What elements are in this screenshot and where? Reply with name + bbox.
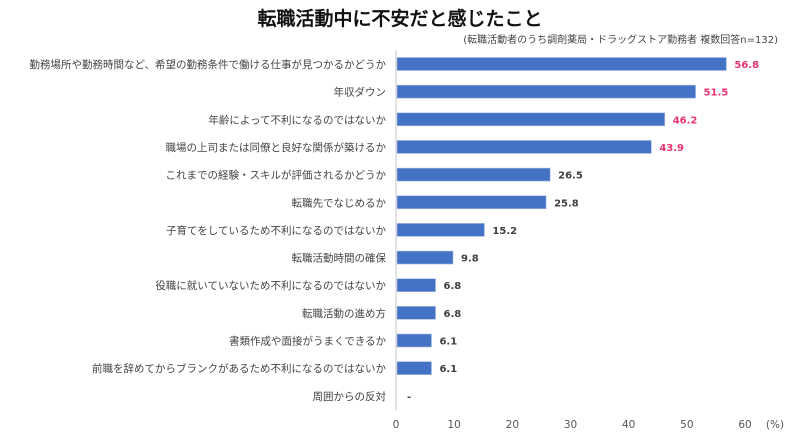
chart-title: 転職活動中に不安だと感じたこと bbox=[257, 8, 543, 30]
bar bbox=[396, 361, 432, 375]
data-label: 6.8 bbox=[444, 309, 462, 320]
data-label: 6.8 bbox=[444, 281, 462, 292]
category-label: 前職を辞めてからブランクがあるため不利になるのではないか bbox=[92, 362, 386, 375]
bar bbox=[396, 57, 727, 71]
category-label: 周囲からの反対 bbox=[313, 390, 387, 403]
bar bbox=[396, 167, 551, 182]
x-tick-label: 0 bbox=[393, 419, 400, 431]
x-axis-unit: (%) bbox=[766, 419, 784, 431]
data-label: 9.8 bbox=[461, 254, 479, 265]
category-label: 勤務場所や勤務時間など、希望の勤務条件で働ける仕事が見つかるかどうか bbox=[30, 58, 387, 71]
category-label: 転職先でなじめるか bbox=[292, 197, 387, 209]
data-label: 15.2 bbox=[492, 226, 517, 237]
category-label: 年齢によって不利になるのではないか bbox=[208, 113, 386, 126]
x-tick-label: 20 bbox=[506, 419, 519, 431]
bar bbox=[396, 333, 432, 348]
data-label: - bbox=[407, 392, 411, 403]
bar bbox=[396, 250, 454, 265]
category-label: 役職に就いていないため不利になるのではないか bbox=[155, 279, 386, 292]
bar bbox=[396, 306, 436, 320]
category-label: これまでの経験・スキルが評価されるかどうか bbox=[166, 169, 387, 182]
bar bbox=[396, 278, 436, 293]
bar bbox=[396, 223, 485, 237]
chart-subtitle: (転職活動者のうち調剤薬局・ドラッグストア勤務者 複数回答n=132) bbox=[463, 35, 778, 46]
category-label: 職場の上司または同僚と良好な関係が築けるか bbox=[166, 141, 387, 154]
data-label: 6.1 bbox=[439, 337, 457, 348]
category-label: 転職活動時間の確保 bbox=[292, 252, 387, 265]
x-tick-label: 60 bbox=[738, 419, 751, 431]
data-label: 43.9 bbox=[659, 143, 684, 154]
data-label: 26.5 bbox=[558, 171, 583, 182]
category-label: 転職活動の進め方 bbox=[302, 307, 386, 320]
bar bbox=[396, 140, 652, 154]
data-label: 51.5 bbox=[704, 88, 729, 99]
bar bbox=[396, 84, 696, 99]
x-tick-label: 10 bbox=[447, 419, 460, 431]
bar bbox=[396, 112, 666, 127]
data-label: 25.8 bbox=[554, 198, 579, 209]
data-label: 56.8 bbox=[734, 60, 759, 71]
x-tick-label: 30 bbox=[564, 419, 577, 431]
x-tick-label: 50 bbox=[680, 419, 693, 431]
category-label: 子育てをしているため不利になるのではないか bbox=[166, 224, 386, 237]
x-tick-label: 40 bbox=[622, 419, 635, 431]
category-label: 書類作成や面接がうまくできるか bbox=[229, 335, 386, 348]
data-label: 6.1 bbox=[439, 364, 457, 375]
category-label: 年収ダウン bbox=[334, 86, 387, 99]
bar bbox=[396, 195, 547, 210]
data-label: 46.2 bbox=[673, 115, 698, 126]
